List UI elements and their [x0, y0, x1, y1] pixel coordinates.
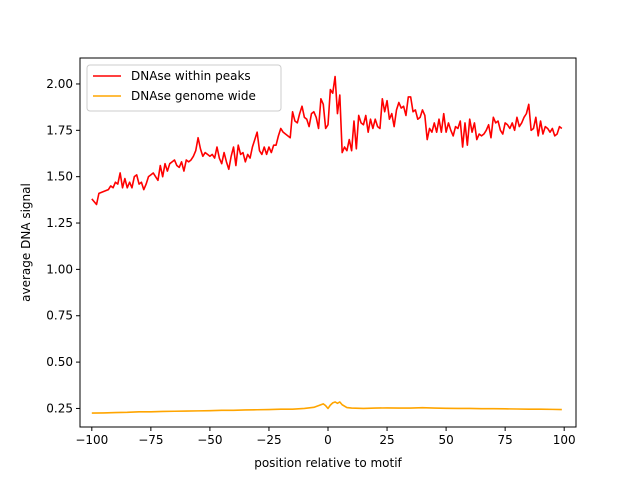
- y-tick-label: 1.75: [46, 123, 73, 137]
- x-tick-label: 100: [553, 433, 576, 447]
- legend-box: [86, 64, 282, 112]
- y-tick-label: 1.50: [46, 170, 73, 184]
- legend-label: DNAse within peaks: [131, 69, 251, 83]
- x-tick-label: −50: [197, 433, 222, 447]
- y-tick-label: 0.50: [46, 355, 73, 369]
- x-tick-label: −25: [256, 433, 281, 447]
- y-axis: 0.25 0.50 0.75 1.00 1.25 1.50 1.75 2.00: [46, 77, 80, 415]
- series-layer: [91, 75, 563, 414]
- series-line-dnase-genome-wide: [91, 401, 562, 414]
- y-axis-label: average DNA signal: [19, 183, 33, 302]
- x-tick-label: 50: [438, 433, 453, 447]
- plot-frame: [79, 57, 577, 428]
- y-tick-label: 1.25: [46, 216, 73, 230]
- x-tick-label: −75: [138, 433, 163, 447]
- series-line-dnase-within-peaks: [91, 75, 563, 206]
- x-tick-label: 0: [324, 433, 332, 447]
- legend: DNAse within peaks DNAse genome wide: [86, 64, 282, 112]
- y-tick-label: 1.00: [46, 262, 73, 276]
- y-tick-label: 0.75: [46, 309, 73, 323]
- y-tick-label: 0.25: [46, 401, 73, 415]
- legend-label: DNAse genome wide: [131, 89, 256, 103]
- y-tick-label: 2.00: [46, 77, 73, 91]
- x-axis-label: position relative to motif: [254, 456, 402, 470]
- x-tick-label: 25: [379, 433, 394, 447]
- x-tick-label: −100: [75, 433, 108, 447]
- x-axis: −100 −75 −50 −25 0 25 50 75 100: [75, 427, 576, 447]
- x-tick-label: 75: [498, 433, 513, 447]
